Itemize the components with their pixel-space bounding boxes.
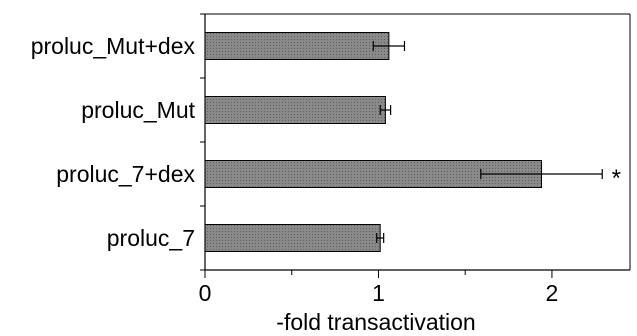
x-tick-label: 0 bbox=[199, 280, 212, 306]
bar bbox=[204, 224, 381, 252]
x-tick-label: 1 bbox=[372, 280, 385, 306]
category-label: proluc_7+dex bbox=[56, 161, 195, 187]
category-label: proluc_Mut bbox=[81, 97, 195, 123]
category-label: proluc_7 bbox=[107, 225, 195, 251]
x-tick-label: 2 bbox=[546, 280, 559, 306]
x-axis-title: -fold transactivation bbox=[276, 309, 475, 335]
bar bbox=[204, 96, 386, 124]
bar bbox=[204, 32, 390, 60]
plot-area: 0 1 2 proluc_Mut+dex proluc_Mut proluc_7+dex *… bbox=[31, 13, 631, 306]
significance-annotation: * bbox=[612, 165, 621, 192]
category-label: proluc_Mut+dex bbox=[31, 33, 196, 59]
